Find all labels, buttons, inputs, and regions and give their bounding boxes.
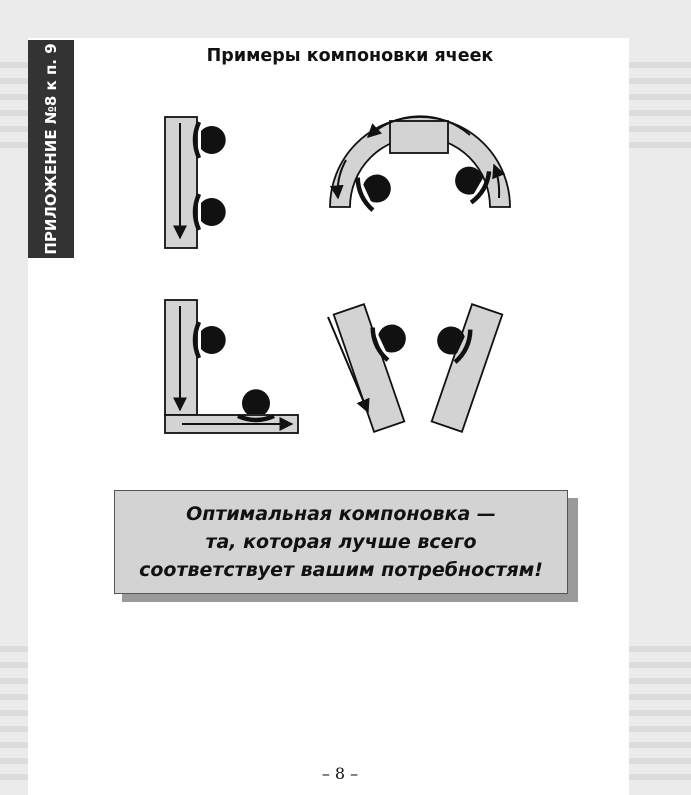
callout-box: Оптимальная компоновка — та, которая луч… <box>114 490 568 594</box>
appendix-side-tab <box>28 40 74 258</box>
layout-arc-diagram <box>329 115 511 212</box>
worker-icon <box>195 122 226 158</box>
decorative-stripes-right-bottom <box>629 646 691 790</box>
worker-icon <box>354 166 397 212</box>
layout-straight-diagram <box>164 116 226 249</box>
worker-icon <box>195 194 226 230</box>
decorative-stripes-right-top <box>629 62 691 158</box>
callout-line-3: соответствует вашим потребностям! <box>139 559 543 581</box>
page <box>28 38 629 795</box>
page-number: – 8 – <box>321 764 359 783</box>
layout-v-shape-diagram <box>327 303 504 433</box>
layout-l-shape-diagram <box>164 299 299 434</box>
worker-icon <box>195 322 226 358</box>
page-title: Примеры компоновки ячеек <box>206 46 494 66</box>
callout-line-2: та, которая лучше всего <box>205 531 477 553</box>
callout-line-1: Оптимальная компоновка — <box>186 503 496 525</box>
